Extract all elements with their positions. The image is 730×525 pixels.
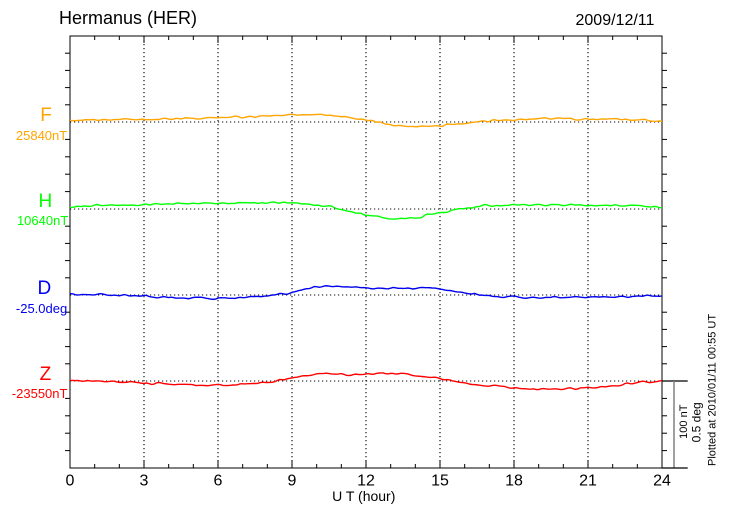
svg-text:3: 3 xyxy=(140,473,149,490)
svg-text:6: 6 xyxy=(214,473,223,490)
svg-text:21: 21 xyxy=(579,473,597,490)
svg-text:9: 9 xyxy=(288,473,297,490)
svg-text:24: 24 xyxy=(653,473,671,490)
svg-text:18: 18 xyxy=(505,473,523,490)
svg-text:0.5 deg: 0.5 deg xyxy=(689,402,703,442)
svg-text:0: 0 xyxy=(66,473,75,490)
svg-text:Plotted at 2010/01/11 00:55 UT: Plotted at 2010/01/11 00:55 UT xyxy=(706,314,718,466)
svg-text:15: 15 xyxy=(431,473,449,490)
svg-text:100 nT: 100 nT xyxy=(678,404,690,439)
